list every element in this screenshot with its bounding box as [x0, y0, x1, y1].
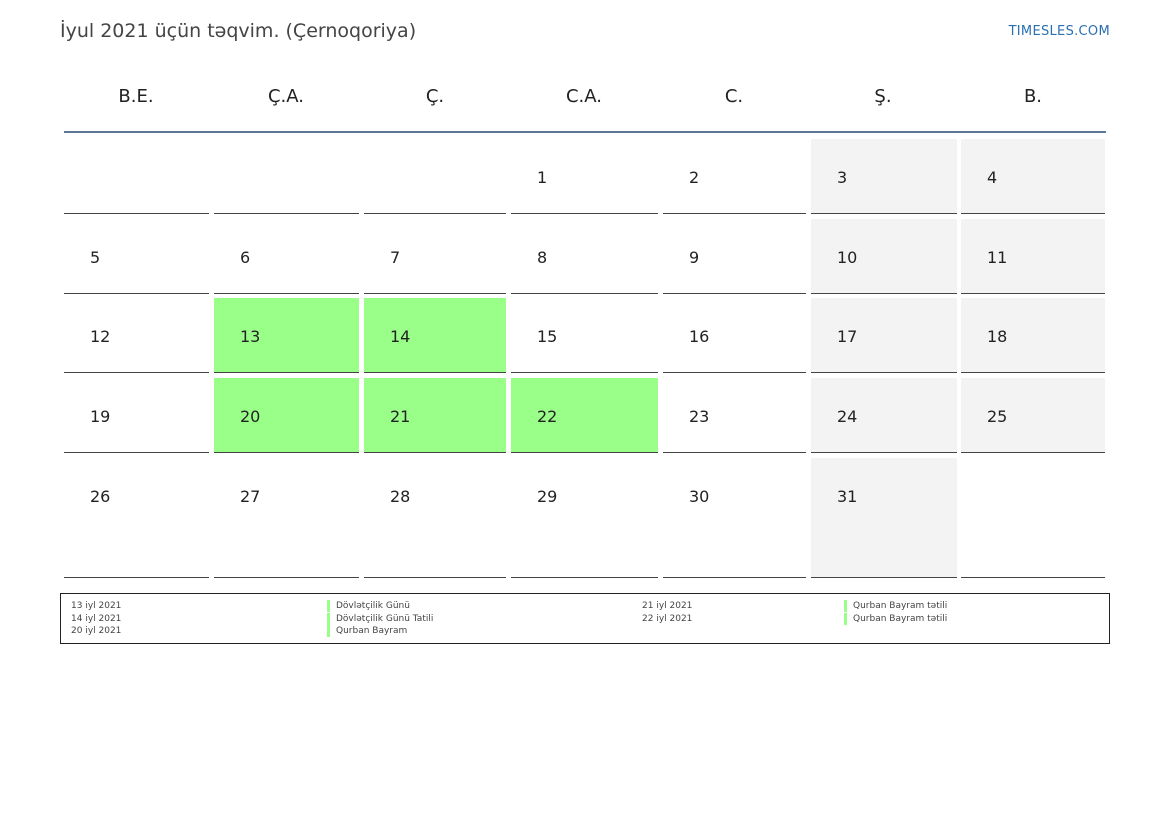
day-number: 3 — [837, 168, 848, 187]
day-cell: 17 — [811, 298, 957, 373]
day-cell: 10 — [811, 219, 957, 294]
day-cell: 11 — [961, 219, 1105, 294]
day-number: 26 — [90, 487, 111, 506]
day-cell — [364, 139, 506, 214]
day-number: 23 — [689, 407, 710, 426]
day-number: 16 — [689, 327, 710, 346]
day-cell: 24 — [811, 378, 957, 453]
day-cell: 27 — [214, 458, 359, 578]
day-number: 13 — [240, 327, 261, 346]
day-cell: 4 — [961, 139, 1105, 214]
day-cell — [961, 458, 1105, 578]
header-divider — [64, 131, 1106, 133]
day-cell: 7 — [364, 219, 506, 294]
day-number: 8 — [537, 248, 548, 267]
day-number: 27 — [240, 487, 261, 506]
holiday-date: 21 iyl 2021 — [642, 601, 693, 611]
holiday-date: 22 iyl 2021 — [642, 613, 693, 624]
day-cell: 18 — [961, 298, 1105, 373]
day-number: 7 — [390, 248, 401, 267]
weekday-header: Ş. — [874, 86, 892, 107]
day-cell: 22 — [511, 378, 658, 453]
day-cell: 25 — [961, 378, 1105, 453]
holiday-name: Qurban Bayram tətili — [844, 612, 947, 625]
day-number: 10 — [837, 248, 858, 267]
day-cell: 28 — [364, 458, 506, 578]
weekday-header-row: B.E. Ç.A. Ç. C.A. C. Ş. B. — [64, 86, 1106, 116]
brand-link[interactable]: TIMESLES.COM — [1008, 24, 1110, 39]
weekday-header: C. — [724, 86, 744, 107]
day-cell — [64, 139, 209, 214]
page-title: İyul 2021 üçün təqvim. (Çernoqoriya) — [60, 20, 417, 42]
day-cell: 12 — [64, 298, 209, 373]
weekday-header: C.A. — [565, 86, 602, 107]
day-number: 18 — [987, 327, 1008, 346]
day-number: 11 — [987, 248, 1008, 267]
day-number: 14 — [390, 327, 411, 346]
day-number: 22 — [537, 407, 558, 426]
day-number: 17 — [837, 327, 858, 346]
day-number: 28 — [390, 487, 411, 506]
day-number: 15 — [537, 327, 558, 346]
day-number: 31 — [837, 487, 858, 506]
day-number: 4 — [987, 168, 998, 187]
day-cell: 9 — [663, 219, 806, 294]
day-cell: 15 — [511, 298, 658, 373]
weekday-header: B.E. — [118, 86, 154, 107]
day-cell — [214, 139, 359, 214]
holiday-legend: 13 iyl 2021 Dövlətçilik Günü 14 iyl 2021 Dö… — [60, 593, 1110, 644]
day-number: 20 — [240, 407, 261, 426]
day-cell: 20 — [214, 378, 359, 453]
day-number: 25 — [987, 407, 1008, 426]
weekday-header: Ç. — [425, 86, 445, 107]
day-cell: 8 — [511, 219, 658, 294]
weekday-header: Ç.A. — [267, 86, 304, 107]
day-cell: 23 — [663, 378, 806, 453]
holiday-date: 14 iyl 2021 — [71, 613, 122, 624]
day-cell: 13 — [214, 298, 359, 373]
weekday-header: B. — [1023, 86, 1043, 107]
day-cell: 16 — [663, 298, 806, 373]
day-number: 12 — [90, 327, 111, 346]
holiday-name: Dövlətçilik Günü Tatili — [327, 612, 433, 625]
day-number: 6 — [240, 248, 251, 267]
day-number: 30 — [689, 487, 710, 506]
day-cell: 21 — [364, 378, 506, 453]
day-cell: 5 — [64, 219, 209, 294]
day-number: 24 — [837, 407, 858, 426]
holiday-name: Dövlətçilik Günü — [327, 600, 410, 612]
day-cell: 19 — [64, 378, 209, 453]
day-number: 2 — [689, 168, 700, 187]
holiday-date: 20 iyl 2021 — [71, 626, 122, 636]
day-number: 19 — [90, 407, 111, 426]
day-cell: 14 — [364, 298, 506, 373]
day-cell: 29 — [511, 458, 658, 578]
day-cell: 26 — [64, 458, 209, 578]
holiday-name: Qurban Bayram tətili — [844, 600, 947, 612]
day-cell: 3 — [811, 139, 957, 214]
day-cell: 6 — [214, 219, 359, 294]
day-cell: 1 — [511, 139, 658, 214]
day-number: 1 — [537, 168, 548, 187]
day-number: 29 — [537, 487, 558, 506]
holiday-date: 13 iyl 2021 — [71, 601, 122, 611]
day-number: 21 — [390, 407, 411, 426]
day-cell: 31 — [811, 458, 957, 578]
day-number: 9 — [689, 248, 700, 267]
day-cell: 30 — [663, 458, 806, 578]
day-number: 5 — [90, 248, 101, 267]
day-cell: 2 — [663, 139, 806, 214]
holiday-name: Qurban Bayram — [327, 625, 407, 637]
